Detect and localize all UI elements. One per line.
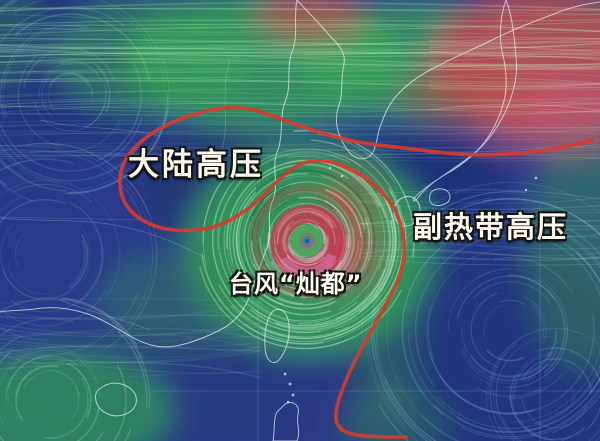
- coast-kyushu: [393, 195, 421, 227]
- high-pressure-boundary-line: [118, 105, 594, 439]
- inland-borders: [0, 59, 231, 331]
- label-continental-high: 大陆高压: [128, 147, 264, 183]
- label-typhoon-chanthu: 台风“灿都”: [229, 270, 363, 298]
- coast-korea: [296, 0, 600, 160]
- coast-taiwan: [264, 308, 290, 363]
- typhoon-green-ring: [291, 225, 323, 257]
- coast-shikoku: [429, 188, 451, 206]
- typhoon-vortex: [217, 148, 400, 331]
- coast-japan: [412, 0, 517, 202]
- graticule-grid: [0, 205, 600, 441]
- label-subtropical-high: 副热带高压: [413, 210, 569, 244]
- coast-china: [0, 0, 298, 348]
- typhoon-pink-arc: [279, 253, 337, 278]
- pressure-boundary-lines: [118, 105, 594, 439]
- coast-luzon: [272, 402, 300, 441]
- coast-hainan: [94, 382, 137, 417]
